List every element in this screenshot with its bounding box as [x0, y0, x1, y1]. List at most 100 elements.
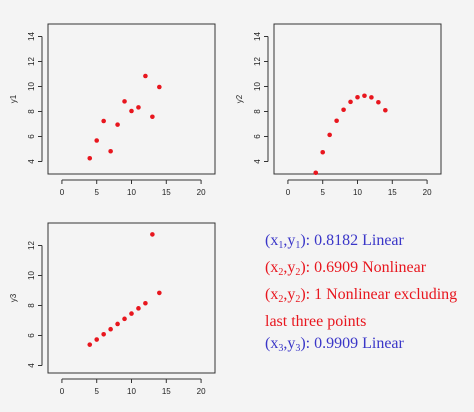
x-tick-label: 15 — [162, 188, 171, 197]
note-sub-a: 1 — [278, 240, 284, 251]
scatter-panel-2: 0 5 10 15 20 x2 4 6 8 10 12 14 y2 — [226, 8, 451, 216]
data-point — [157, 84, 162, 90]
data-point — [122, 316, 127, 322]
y-tick-label: 6 — [27, 134, 36, 139]
note-text: : 0.8182 Linear — [305, 232, 404, 249]
scatter-panel-3: 0 5 10 15 20 x3 4 6 8 10 12 y3 — [0, 207, 225, 412]
x-tick-label: 5 — [94, 188, 99, 197]
y-tick-label: 8 — [253, 109, 262, 114]
y-tick-label: 8 — [27, 303, 36, 308]
data-point — [362, 93, 367, 99]
data-point — [143, 73, 148, 79]
data-point — [94, 138, 100, 143]
note-line-2: (x2,y2): 0.6909 Nonlinear — [265, 259, 427, 278]
note-sub-b: 2 — [295, 294, 301, 305]
y-tick-label: 4 — [27, 363, 36, 368]
x-tick-label: 0 — [60, 387, 65, 396]
note-var-a: x — [270, 335, 279, 352]
note-line-4: (x3,y3): 0.9909 Linear — [265, 335, 404, 354]
scatter-plot-1: 05101520x1468101214y1 — [9, 23, 216, 216]
data-point — [341, 107, 346, 113]
x-tick-label: 10 — [127, 188, 136, 197]
data-point — [348, 99, 353, 105]
note-var-b: y — [287, 335, 296, 352]
y-axis-label: y2 — [235, 94, 244, 103]
x-tick-label: 20 — [197, 387, 206, 396]
y-tick-label: 12 — [253, 57, 262, 66]
data-point — [369, 95, 374, 100]
data-point — [383, 107, 388, 113]
plot-frame — [273, 23, 442, 175]
scatter-panel-1: 05101520x1468101214y1 — [0, 8, 225, 216]
note-var-b: y — [287, 286, 296, 303]
note-var-a: x — [270, 286, 279, 303]
data-point — [376, 99, 381, 105]
note-var-a: x — [270, 259, 279, 276]
y-axis-label: y3 — [9, 293, 18, 302]
note-line-1: (x1,y1): 0.8182 Linear — [265, 232, 404, 251]
data-point — [136, 105, 141, 110]
y-tick-label: 12 — [27, 241, 36, 250]
note-line-3-continued: last three points — [265, 313, 367, 330]
x-tick-label: 0 — [60, 188, 65, 197]
note-sub-a: 2 — [278, 267, 284, 278]
data-point — [129, 311, 134, 316]
data-point — [115, 321, 120, 327]
data-point — [327, 132, 332, 138]
data-point — [150, 114, 155, 120]
y-tick-label: 4 — [253, 159, 262, 164]
note-sub-b: 2 — [295, 267, 301, 278]
x-tick-label: 15 — [162, 387, 171, 396]
note-sub-b: 3 — [295, 343, 301, 354]
note-sub-b: 1 — [295, 240, 301, 251]
data-point — [313, 170, 319, 176]
correlation-notes: (x1,y1): 0.8182 Linear (x2,y2): 0.6909 N… — [265, 230, 474, 360]
y-tick-label: 4 — [27, 159, 36, 164]
note-text: : 0.9909 Linear — [305, 335, 404, 352]
note-var-b: y — [287, 259, 296, 276]
data-point — [108, 148, 113, 154]
data-point — [143, 300, 148, 306]
note-var-b: y — [287, 232, 296, 249]
note-sub-a: 3 — [278, 343, 284, 354]
data-point — [108, 326, 113, 332]
note-text: : 1 Nonlinear excluding — [305, 286, 458, 303]
y-tick-label: 10 — [27, 271, 36, 280]
y-tick-label: 6 — [27, 333, 36, 338]
x-axis-label: x3 — [127, 406, 136, 407]
y-tick-label: 8 — [27, 109, 36, 114]
data-point — [122, 99, 127, 104]
data-point — [136, 306, 141, 311]
scatter-plot-2: 0 5 10 15 20 x2 4 6 8 10 12 14 y2 — [235, 23, 442, 216]
x-axis-label: x2 — [353, 207, 362, 208]
scatter-plot-3: 0 5 10 15 20 x3 4 6 8 10 12 y3 — [9, 222, 216, 412]
data-point — [94, 337, 100, 342]
note-var-a: x — [270, 232, 279, 249]
note-line-3: (x2,y2): 1 Nonlinear excluding — [265, 286, 458, 305]
plot-frame — [47, 23, 216, 175]
y-tick-label: 6 — [253, 134, 262, 139]
x-tick-label: 10 — [353, 188, 362, 197]
data-point — [101, 118, 106, 124]
data-point — [87, 342, 93, 347]
x-tick-label: 20 — [423, 188, 432, 197]
data-point — [157, 290, 162, 296]
data-point — [355, 94, 360, 100]
data-point — [320, 149, 326, 155]
data-point — [150, 232, 155, 237]
data-point — [101, 332, 106, 337]
y-tick-label: 10 — [27, 82, 36, 91]
x-tick-label: 20 — [197, 188, 206, 197]
y-axis-label: y1 — [9, 94, 18, 103]
note-sub-a: 2 — [278, 294, 284, 305]
y-tick-label: 14 — [27, 32, 36, 41]
y-tick-label: 10 — [253, 82, 262, 91]
x-tick-label: 15 — [388, 188, 397, 197]
x-tick-label: 5 — [320, 188, 325, 197]
data-point — [115, 122, 120, 127]
x-tick-label: 10 — [127, 387, 136, 396]
plot-frame — [47, 222, 216, 374]
x-tick-label: 5 — [94, 387, 99, 396]
data-point — [129, 108, 134, 114]
note-text: : 0.6909 Nonlinear — [305, 259, 427, 276]
